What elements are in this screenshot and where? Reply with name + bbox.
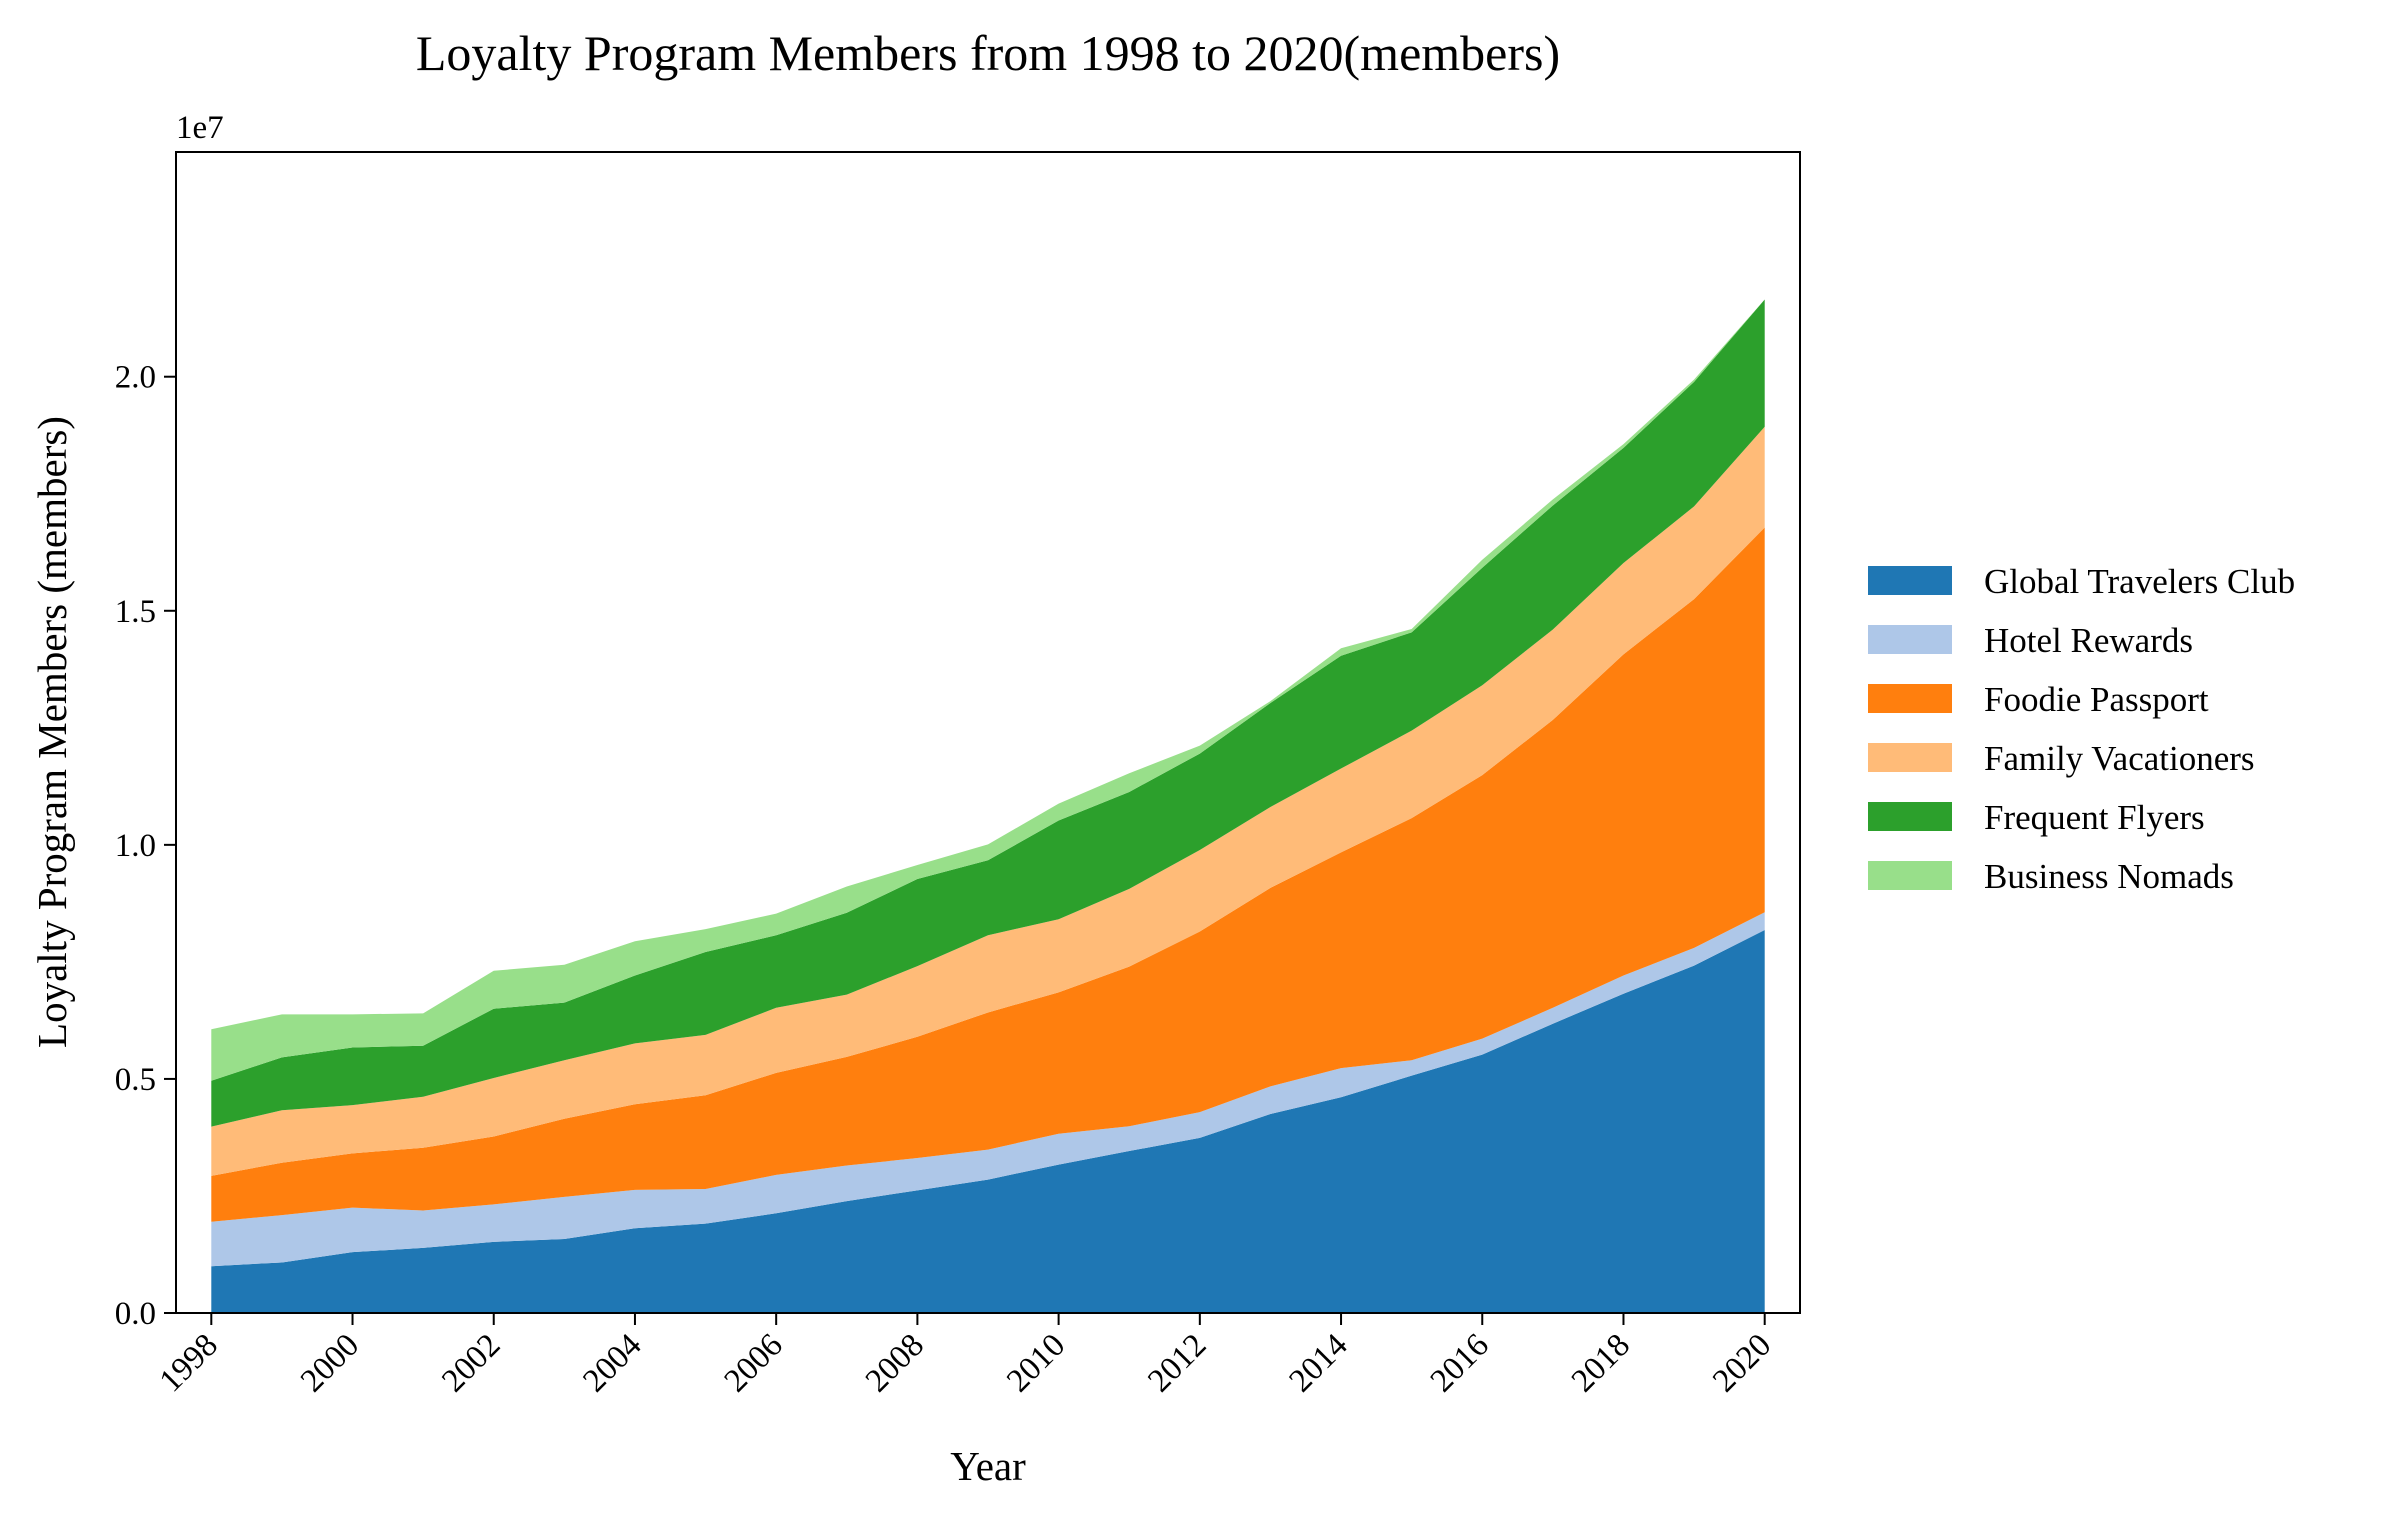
y-tick-label: 1.0 xyxy=(115,828,156,864)
x-axis-label: Year xyxy=(950,1443,1026,1489)
legend: Global Travelers Club Hotel Rewards Foodie… xyxy=(1868,562,2295,896)
legend-label-hotel-rewards: Hotel Rewards xyxy=(1984,621,2193,660)
legend-label-business-nomads: Business Nomads xyxy=(1984,857,2234,896)
y-tick-label: 0.0 xyxy=(115,1296,156,1332)
area-hotel-rewards xyxy=(211,912,1765,1267)
y-axis-label: Loyalty Program Members (members) xyxy=(29,416,75,1048)
legend-label-global-travelers-club: Global Travelers Club xyxy=(1984,562,2295,601)
legend-label-frequent-flyers: Frequent Flyers xyxy=(1984,798,2205,837)
chart-title: Loyalty Program Members from 1998 to 202… xyxy=(416,25,1560,81)
area-global-travelers-club xyxy=(211,930,1765,1313)
legend-swatch-foodie-passport xyxy=(1868,684,1952,713)
legend-swatch-family-vacationers xyxy=(1868,743,1952,772)
legend-label-family-vacationers: Family Vacationers xyxy=(1984,739,2255,778)
y-tick-label: 2.0 xyxy=(115,360,156,396)
y-tick-label: 1.5 xyxy=(115,594,156,630)
legend-swatch-frequent-flyers xyxy=(1868,802,1952,831)
area-layers xyxy=(211,299,1765,1313)
legend-swatch-business-nomads xyxy=(1868,861,1952,890)
y-tick-label: 0.5 xyxy=(115,1062,156,1098)
plot-frame xyxy=(175,151,1801,1314)
area-foodie-passport xyxy=(211,527,1765,1222)
y-offset-label: 1e7 xyxy=(176,110,224,146)
y-axis: 0.0 0.5 1.0 1.5 2.0 xyxy=(115,360,176,1332)
legend-swatch-hotel-rewards xyxy=(1868,625,1952,654)
legend-swatch-global-travelers-club xyxy=(1868,566,1952,595)
legend-label-foodie-passport: Foodie Passport xyxy=(1984,680,2209,719)
